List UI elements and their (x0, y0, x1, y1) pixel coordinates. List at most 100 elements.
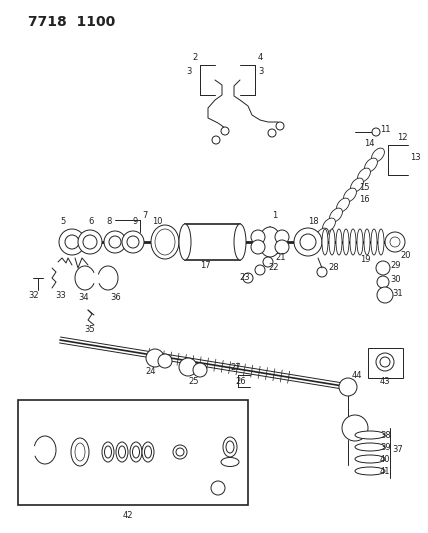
Ellipse shape (130, 442, 142, 462)
Circle shape (122, 231, 144, 253)
Text: 1: 1 (272, 211, 277, 220)
Circle shape (263, 257, 273, 267)
Circle shape (390, 237, 400, 247)
Ellipse shape (371, 229, 377, 255)
Text: 38: 38 (380, 431, 391, 440)
Ellipse shape (309, 238, 321, 252)
Text: 42: 42 (123, 511, 133, 520)
Bar (18, 400, 248, 505)
Ellipse shape (323, 218, 336, 232)
Ellipse shape (351, 178, 363, 192)
Circle shape (342, 415, 368, 441)
Text: 35: 35 (84, 326, 95, 335)
Circle shape (385, 232, 405, 252)
Ellipse shape (102, 442, 114, 462)
Ellipse shape (357, 229, 363, 255)
Text: 11: 11 (380, 125, 390, 134)
Text: 26: 26 (235, 377, 246, 386)
Circle shape (376, 261, 390, 275)
Text: 39: 39 (380, 442, 391, 451)
Ellipse shape (221, 457, 239, 466)
Circle shape (268, 129, 276, 137)
Text: 28: 28 (328, 263, 339, 272)
Text: 16: 16 (360, 196, 370, 205)
Ellipse shape (355, 431, 385, 439)
Ellipse shape (151, 225, 179, 259)
Text: 3: 3 (258, 68, 263, 77)
Ellipse shape (355, 455, 385, 463)
Circle shape (179, 358, 197, 376)
Ellipse shape (251, 230, 265, 244)
Circle shape (372, 128, 380, 136)
Text: 29: 29 (390, 261, 401, 270)
Text: 32: 32 (28, 290, 39, 300)
Ellipse shape (372, 148, 384, 162)
Circle shape (339, 378, 357, 396)
Text: 25: 25 (188, 377, 199, 386)
Text: 44: 44 (352, 370, 363, 379)
Text: 36: 36 (110, 294, 121, 303)
Ellipse shape (142, 442, 154, 462)
Bar (185, 224, 240, 260)
Ellipse shape (365, 158, 377, 172)
Ellipse shape (234, 224, 246, 260)
Ellipse shape (355, 443, 385, 451)
Text: 9: 9 (133, 217, 138, 227)
Ellipse shape (336, 198, 349, 212)
Text: 14: 14 (365, 139, 375, 148)
Text: 19: 19 (360, 255, 371, 264)
Text: 24: 24 (145, 367, 155, 376)
Ellipse shape (364, 229, 370, 255)
Text: 31: 31 (392, 288, 403, 297)
Text: 4: 4 (258, 53, 263, 62)
Bar (368, 348, 403, 378)
Circle shape (104, 231, 126, 253)
Text: 3: 3 (187, 68, 192, 77)
Ellipse shape (75, 443, 85, 461)
Ellipse shape (329, 229, 335, 255)
Text: 13: 13 (410, 154, 421, 163)
Circle shape (376, 353, 394, 371)
Circle shape (243, 273, 253, 283)
Ellipse shape (357, 168, 370, 182)
Ellipse shape (155, 229, 175, 255)
Circle shape (377, 276, 389, 288)
Ellipse shape (116, 442, 128, 462)
Text: 33: 33 (55, 290, 66, 300)
Circle shape (276, 122, 284, 130)
Circle shape (211, 481, 225, 495)
Text: 7: 7 (142, 211, 147, 220)
Ellipse shape (275, 230, 289, 244)
Ellipse shape (223, 437, 237, 457)
Circle shape (173, 445, 187, 459)
Text: 18: 18 (308, 217, 318, 227)
Ellipse shape (344, 188, 357, 202)
Ellipse shape (330, 208, 342, 222)
Ellipse shape (378, 229, 384, 255)
Circle shape (158, 354, 172, 368)
Text: 10: 10 (152, 217, 163, 227)
Circle shape (193, 363, 207, 377)
Circle shape (78, 230, 102, 254)
Text: 2: 2 (192, 53, 198, 62)
Text: 17: 17 (200, 262, 210, 271)
Text: 8: 8 (106, 217, 111, 227)
Circle shape (146, 349, 164, 367)
Ellipse shape (315, 228, 328, 242)
Ellipse shape (71, 438, 89, 466)
Ellipse shape (350, 229, 356, 255)
Text: 20: 20 (400, 251, 410, 260)
Text: 12: 12 (397, 133, 407, 142)
Circle shape (255, 265, 265, 275)
Ellipse shape (322, 229, 328, 255)
Text: 43: 43 (380, 377, 390, 386)
Ellipse shape (355, 467, 385, 475)
Text: 22: 22 (268, 262, 279, 271)
Text: 21: 21 (275, 254, 285, 262)
Circle shape (212, 136, 220, 144)
Text: 30: 30 (390, 274, 401, 284)
Text: 27: 27 (230, 364, 241, 373)
Text: 34: 34 (78, 294, 89, 303)
Circle shape (59, 229, 85, 255)
Ellipse shape (259, 227, 281, 257)
